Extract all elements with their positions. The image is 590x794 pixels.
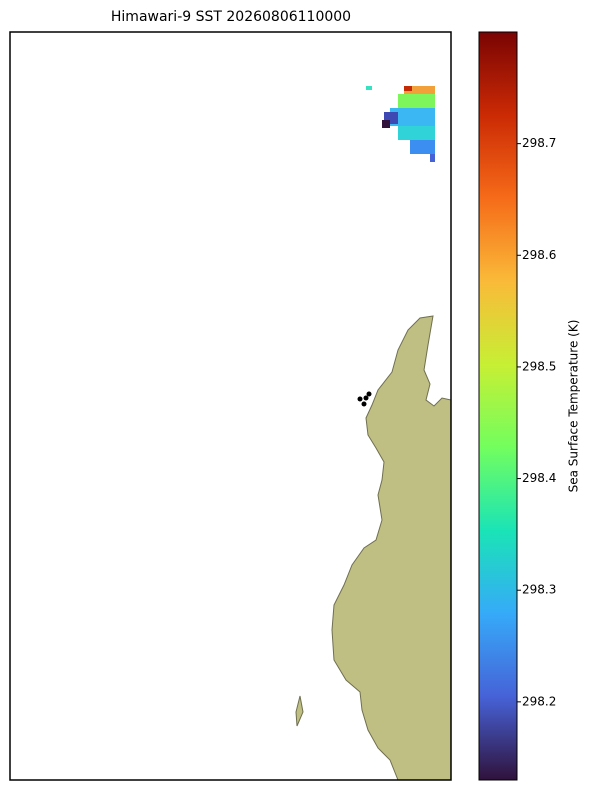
sst-patch bbox=[366, 86, 435, 162]
sst-pixels bbox=[382, 120, 390, 128]
colorbar-tick-label: 298.5 bbox=[522, 359, 556, 373]
map-panel bbox=[9, 31, 452, 781]
sst-pixels bbox=[398, 94, 435, 108]
colorbar-tick-label: 298.6 bbox=[522, 248, 556, 262]
land bbox=[331, 315, 452, 781]
sst-pixels bbox=[430, 154, 435, 162]
point bbox=[361, 401, 367, 407]
sst-pixels bbox=[398, 126, 435, 140]
point bbox=[363, 395, 369, 401]
colorbar-tick-label: 298.3 bbox=[522, 583, 556, 597]
map-title: Himawari-9 SST 20260806110000 bbox=[111, 9, 351, 25]
point bbox=[357, 396, 363, 402]
sst-pixels bbox=[390, 108, 435, 126]
colorbar-tick-label: 298.2 bbox=[522, 694, 556, 708]
colorbar-label: Sea Surface Temperature (K) bbox=[567, 320, 581, 493]
point bbox=[366, 391, 372, 397]
sst-pixels bbox=[410, 140, 435, 154]
map-frame bbox=[9, 31, 452, 781]
colorbar-tick-label: 298.4 bbox=[522, 471, 556, 485]
island bbox=[295, 695, 304, 727]
points bbox=[357, 391, 372, 407]
colorbar bbox=[478, 31, 518, 781]
sst-pixels bbox=[404, 86, 412, 91]
sst-pixels bbox=[366, 86, 372, 90]
sst-pixels bbox=[404, 86, 435, 94]
colorbar-tick-label: 298.7 bbox=[522, 136, 556, 150]
